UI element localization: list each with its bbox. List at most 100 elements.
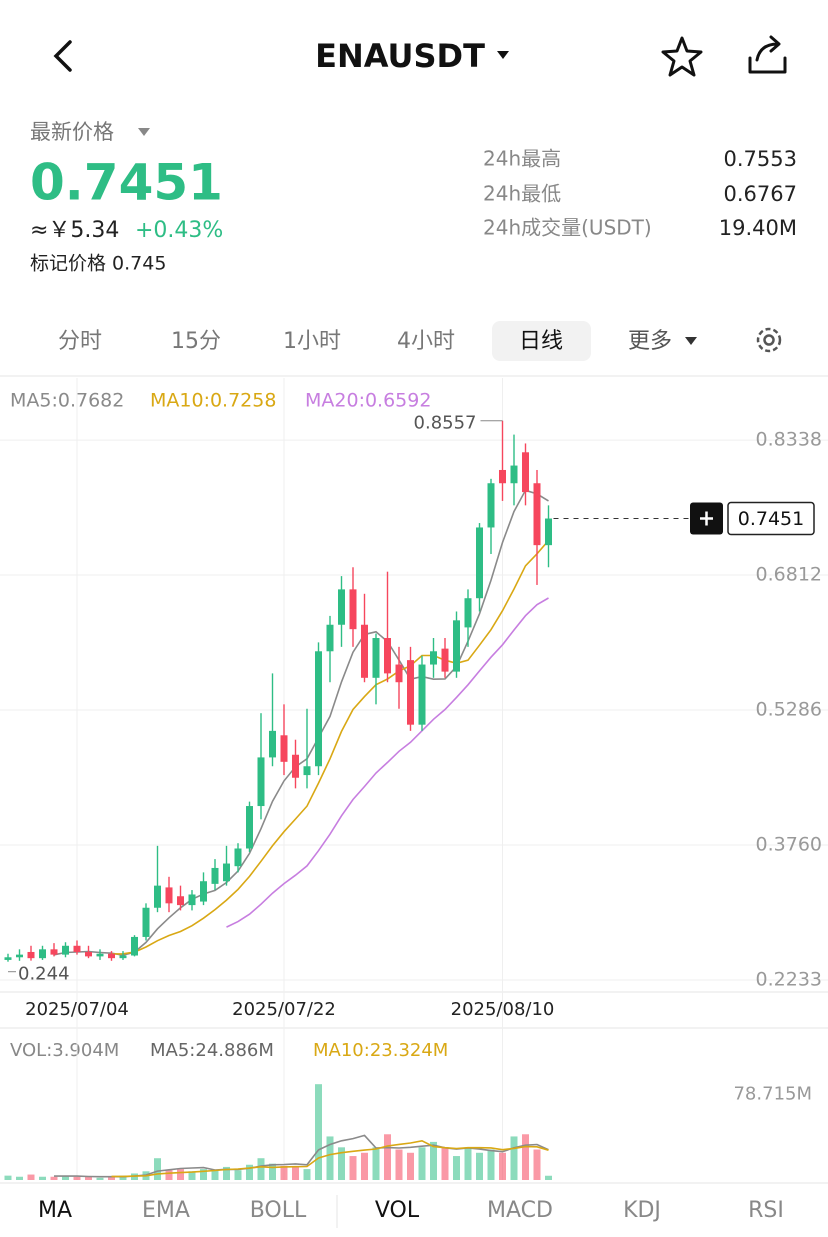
volume-bar	[522, 1134, 529, 1180]
indicator-tab-active[interactable]: MA	[38, 1198, 72, 1223]
candle-body	[108, 953, 115, 959]
high-label: 0.8557	[414, 413, 477, 434]
stat-value: 0.6767	[724, 182, 797, 206]
candle-body	[384, 638, 391, 674]
candle-body	[27, 951, 35, 959]
volume-bar	[315, 1084, 322, 1180]
interval-tab[interactable]: 15分	[171, 329, 221, 354]
interval-tab-active[interactable]: 日线	[519, 329, 563, 354]
candle-body	[441, 648, 449, 672]
indicator-tab[interactable]: EMA	[142, 1198, 190, 1223]
candle-body	[188, 894, 196, 906]
interval-tab[interactable]: 1小时	[283, 329, 341, 354]
last-price-box	[727, 501, 815, 536]
candle-body	[418, 664, 426, 725]
symbol-dropdown[interactable]	[497, 51, 509, 59]
volume-bar	[487, 1149, 495, 1180]
vol-ma-line	[54, 1134, 549, 1178]
volume-bar	[223, 1166, 230, 1180]
candle-body	[85, 951, 92, 957]
y-tick-label: 0.3760	[756, 833, 822, 855]
indicator-tab[interactable]: BOLL	[250, 1198, 307, 1223]
volume-bar	[4, 1175, 12, 1180]
low-label: 0.244	[18, 964, 70, 985]
candle-body	[50, 949, 58, 955]
y-tick-label: 0.2233	[756, 969, 822, 991]
volume-bar	[418, 1147, 426, 1180]
candle-body	[533, 483, 541, 546]
more-tab[interactable]: 更多	[628, 329, 672, 354]
volume-bar	[453, 1156, 460, 1180]
candle-body	[499, 469, 506, 484]
volume-bar	[96, 1177, 104, 1180]
interval-tab[interactable]: 分时	[58, 329, 102, 354]
indicator-tab[interactable]: KDJ	[623, 1198, 661, 1223]
active-tab-bg	[492, 321, 591, 361]
volume-bar	[50, 1176, 58, 1180]
volume-bar	[269, 1163, 276, 1180]
volume-bar	[372, 1147, 380, 1180]
cny-price: ≈￥5.34	[30, 218, 119, 243]
ma-line	[226, 597, 549, 928]
volume-bar	[246, 1164, 253, 1180]
volume-bar	[119, 1175, 127, 1180]
favorite-button[interactable]	[661, 36, 703, 77]
y-tick-label: 0.6812	[756, 564, 822, 586]
candle-body	[326, 624, 334, 652]
candle-body	[372, 638, 380, 678]
candle-body	[119, 955, 127, 959]
back-button[interactable]	[53, 40, 72, 72]
candle-body	[292, 754, 299, 778]
candle-body	[395, 664, 403, 683]
candle-body	[510, 465, 518, 484]
volume-bar	[407, 1152, 414, 1180]
mark-price: 标记价格 0.745	[30, 253, 166, 275]
volume-bar	[85, 1176, 92, 1180]
volume-bar	[292, 1166, 299, 1180]
volume-bar	[476, 1152, 483, 1180]
stat-label: 24h成交量(USDT)	[483, 216, 652, 240]
ma-legend: MA5:0.7682	[10, 390, 124, 412]
volume-bar	[211, 1170, 219, 1180]
candle-body	[131, 936, 138, 956]
last-price: 0.7451	[30, 154, 223, 212]
candle-body	[407, 660, 414, 725]
candle-body	[349, 589, 357, 630]
volume-bar	[395, 1149, 403, 1180]
price-dropdown[interactable]	[138, 128, 150, 136]
volume-bar	[430, 1141, 437, 1180]
crosshair-plus	[700, 511, 713, 526]
indicator-tab[interactable]: RSI	[748, 1198, 784, 1223]
candle-body	[476, 527, 483, 599]
settings-button[interactable]	[756, 327, 782, 353]
candle-body	[16, 954, 23, 958]
candle-body	[545, 518, 552, 546]
volume-bar	[16, 1176, 23, 1180]
candle-body	[269, 730, 276, 758]
vol-legend: MA5:24.886M	[150, 1040, 274, 1061]
candle-body	[211, 867, 219, 884]
stat-value: 0.7553	[724, 147, 797, 171]
candle-body	[453, 620, 460, 672]
volume-bar	[499, 1152, 506, 1180]
symbol-title[interactable]: ENAUSDT	[315, 37, 485, 75]
volume-bar	[73, 1176, 81, 1180]
volume-bar	[326, 1136, 334, 1180]
vol-legend: VOL:3.904M	[10, 1040, 119, 1061]
interval-tab[interactable]: 4小时	[397, 329, 455, 354]
indicator-tab[interactable]: MACD	[487, 1198, 553, 1223]
volume-bar	[257, 1158, 265, 1180]
y-tick-label: 0.5286	[756, 699, 822, 721]
ma-legend: MA10:0.7258	[150, 390, 276, 412]
volume-bar	[349, 1156, 357, 1180]
x-tick-label: 2025/08/10	[451, 999, 555, 1020]
indicator-tab-active[interactable]: VOL	[375, 1198, 420, 1223]
candle-body	[430, 651, 437, 665]
candle-body	[142, 907, 150, 937]
volume-bar	[188, 1171, 196, 1180]
candle-body	[96, 953, 104, 957]
share-button[interactable]	[748, 35, 787, 74]
more-dropdown[interactable]	[685, 337, 697, 345]
candle-body	[280, 735, 288, 762]
